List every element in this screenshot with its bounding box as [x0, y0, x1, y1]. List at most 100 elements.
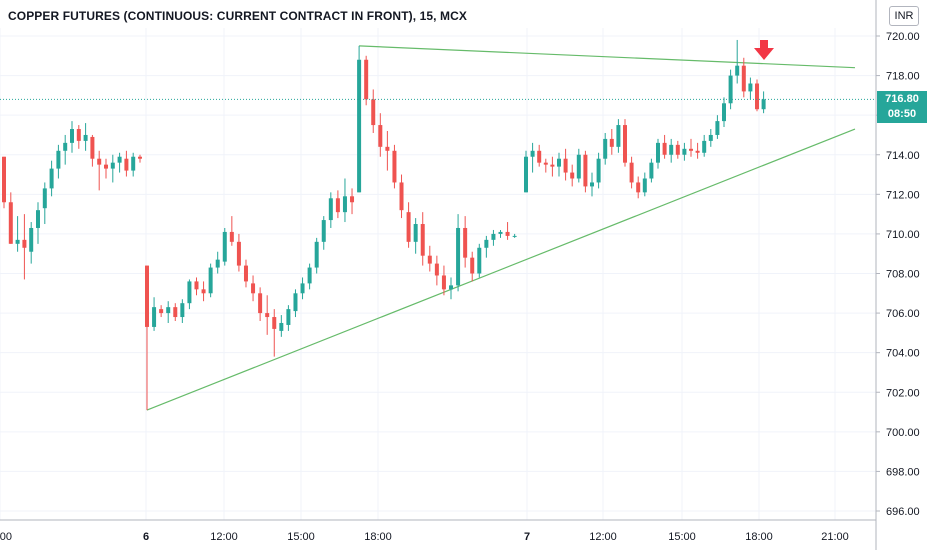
candle [117, 152, 122, 173]
candle-body [682, 148, 687, 155]
candle [104, 158, 108, 179]
candle [477, 243, 482, 278]
candle [563, 148, 568, 181]
chart-title: COPPER FUTURES (CONTINUOUS: CURRENT CONT… [8, 9, 467, 23]
currency-button[interactable]: INR [889, 6, 919, 26]
candle [609, 129, 614, 155]
candle-body [229, 231, 234, 242]
candle [441, 265, 446, 296]
candle-body [434, 263, 439, 276]
candle-body [328, 198, 333, 221]
candle-body [371, 99, 376, 126]
candle-body [470, 257, 475, 274]
candle-body [463, 227, 468, 258]
candle-body [543, 162, 548, 165]
candle-body [258, 293, 263, 314]
candle [279, 315, 284, 337]
candle-body [124, 158, 129, 171]
candle-body [413, 224, 418, 242]
candle [603, 132, 608, 165]
candle [159, 305, 164, 318]
x-tick-label: 21:00 [821, 531, 849, 543]
candle [682, 142, 687, 161]
candle-body [728, 75, 733, 104]
candle [741, 57, 746, 98]
y-tick-label: 706.00 [886, 308, 920, 320]
candle-body [300, 283, 305, 294]
candle [22, 214, 27, 280]
y-tick-label: 698.00 [886, 466, 920, 478]
candle-body [755, 83, 759, 110]
candle [63, 134, 68, 165]
candle-body [342, 196, 347, 213]
candle-body [265, 313, 270, 318]
candle [427, 245, 432, 272]
candle [656, 138, 660, 169]
candle-body [83, 134, 88, 141]
y-tick-label: 696.00 [886, 506, 920, 518]
candle [76, 125, 81, 149]
candle-body [279, 322, 284, 331]
candle-body [97, 158, 102, 165]
candles [2, 39, 766, 411]
candle-body [145, 265, 149, 327]
candle-body [616, 125, 621, 147]
y-tick-label: 710.00 [886, 229, 920, 241]
candle [543, 158, 548, 173]
candle-body [236, 241, 241, 266]
candle-body [364, 59, 369, 100]
y-tick-label: 702.00 [886, 387, 920, 399]
candle-body [441, 275, 446, 290]
candle-body [642, 178, 647, 193]
candle [722, 97, 726, 128]
candle [215, 251, 220, 274]
candle [152, 297, 157, 331]
candle-body [15, 239, 20, 244]
candle [498, 229, 503, 238]
candle [755, 79, 759, 112]
x-tick-label: 15:00 [287, 531, 315, 543]
candle-body [194, 281, 199, 290]
candle [83, 123, 88, 151]
candle [456, 214, 461, 292]
candle-body [49, 168, 54, 189]
candle [342, 178, 347, 223]
candle [42, 182, 47, 225]
candle-body [512, 235, 517, 237]
candle-body [590, 182, 594, 187]
candle [748, 77, 753, 100]
candle [636, 176, 641, 199]
candle-body [498, 231, 503, 234]
candle-body [524, 156, 528, 193]
candle-body [29, 227, 34, 252]
candle [236, 233, 241, 272]
candle-body [187, 281, 192, 304]
candle [583, 150, 588, 193]
candle [70, 121, 74, 153]
candle-body [662, 142, 667, 155]
resistance-trendline [359, 45, 856, 69]
candle [314, 237, 319, 274]
candle-body [335, 198, 340, 213]
candle [272, 309, 277, 357]
candle [735, 39, 740, 84]
candle-body [550, 164, 555, 167]
candle-body [152, 307, 157, 327]
y-tick-label: 718.00 [886, 71, 920, 83]
candle [590, 172, 594, 197]
candle [300, 277, 305, 300]
candle-body [357, 59, 362, 193]
candle [675, 140, 680, 159]
candle [56, 144, 61, 179]
candle-body [350, 196, 355, 203]
candle-body [321, 220, 326, 242]
candle-body [117, 156, 122, 163]
candle-body [208, 267, 213, 294]
candle [629, 156, 634, 189]
candle [406, 202, 411, 248]
candle [434, 255, 439, 286]
candle [29, 222, 34, 264]
candle [173, 303, 178, 321]
candle [385, 131, 390, 171]
